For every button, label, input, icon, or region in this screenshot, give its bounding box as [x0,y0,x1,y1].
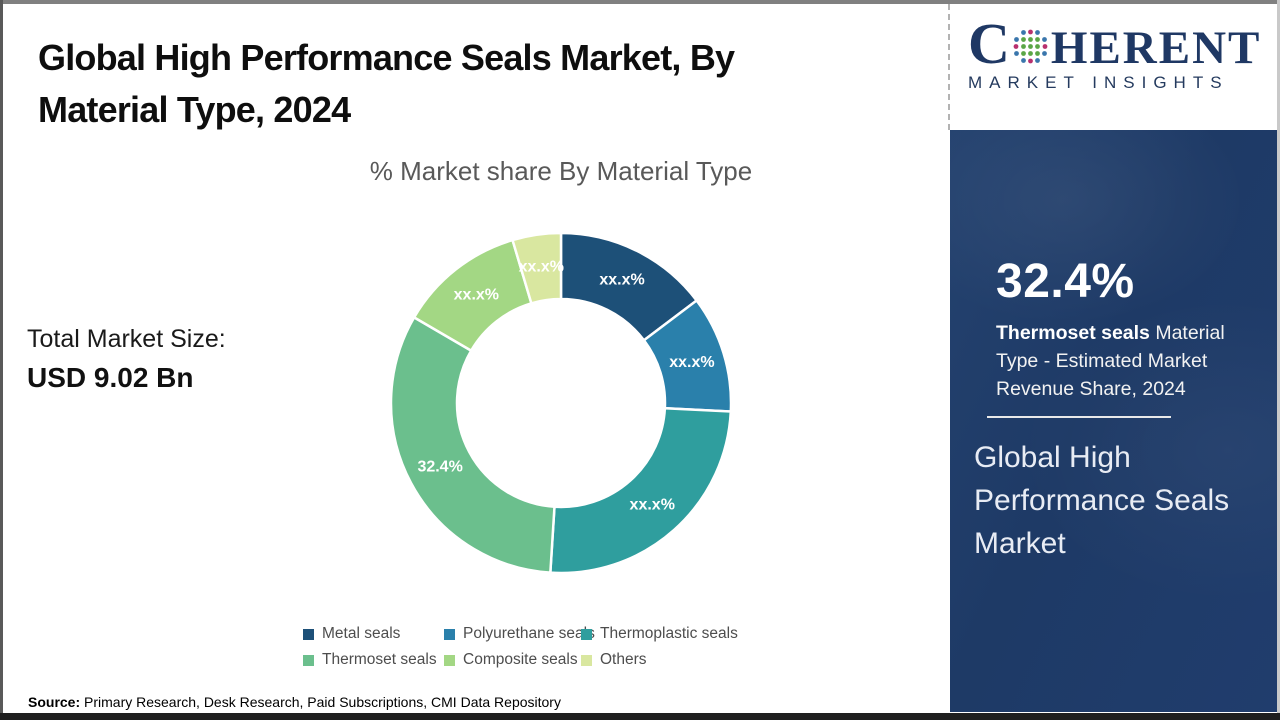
page-title-line2: Material Type, 2024 [38,89,351,130]
globe-logo-icon [1013,29,1048,64]
donut-slice-label: xx.x% [519,259,564,276]
frame-bottom-border [0,713,1280,720]
logo-wordmark: HERENT [1050,22,1262,74]
legend-item: Composite seals [444,651,581,669]
chart-legend: Metal seals Polyurethane seals Thermoplast… [303,621,738,673]
donut-slice-label: xx.x% [669,354,714,371]
brand-logo: C HERENT MARKET INSIGHTS [968,11,1268,93]
source-text: Primary Research, Desk Research, Paid Su… [80,694,561,710]
legend-swatch [581,628,592,640]
legend-swatch [303,628,314,640]
donut-slice [510,231,563,305]
donut-slice [389,315,556,574]
sidebar-divider [948,4,950,130]
donut-slice-label: xx.x% [630,496,675,513]
legend-label: Thermoplastic seals [600,625,738,642]
legend-item: Metal seals [303,625,444,643]
frame-top-border [0,0,1280,4]
total-market-size: Total Market Size: USD 9.02 Bn [27,325,226,394]
donut-slice-label: xx.x% [599,272,644,289]
legend-swatch [303,654,314,666]
key-stat: 32.4% Thermoset seals Material Type - Es… [987,254,1262,418]
legend-item: Thermoplastic seals [581,625,738,643]
legend-label: Thermoset seals [322,651,437,668]
donut-slice-label: xx.x% [454,286,499,303]
total-market-size-label: Total Market Size: [27,325,226,353]
source-note: Source: Primary Research, Desk Research,… [28,694,561,710]
page-title-line1: Global High Performance Seals Market, By [38,37,735,78]
legend-swatch [581,654,592,666]
donut-slice [549,406,733,575]
legend-label: Polyurethane seals [463,625,595,642]
chart-title: % Market share By Material Type [369,156,753,186]
legend-item: Thermoset seals [303,651,444,669]
key-stat-value: 32.4% [996,255,1135,308]
frame-right-border [1277,0,1280,720]
frame-left-border [0,0,3,720]
legend-label: Metal seals [322,625,401,642]
stat-underline [987,416,1171,418]
donut-chart: xx.x% xx.x% xx.x% 32.4% xx.x% xx.x% [389,231,733,575]
key-stat-highlight: Thermoset seals [996,322,1150,344]
legend-swatch [444,654,455,666]
logo-letter-c: C [968,11,1010,76]
sidebar-panel: 32.4% Thermoset seals Material Type - Es… [950,130,1277,712]
sidebar-market-title: Global High Performance Seals Market [974,441,1230,560]
key-stat-description: Thermoset seals Material Type - Estimate… [996,319,1258,403]
logo-tagline: MARKET INSIGHTS [968,73,1229,92]
source-label: Source: [28,694,81,710]
total-market-size-value: USD 9.02 Bn [27,362,194,393]
legend-label: Others [600,651,647,668]
donut-slice-label: 32.4% [417,459,462,476]
legend-item: Polyurethane seals [444,625,595,643]
key-stat-text: Material Type - Estimated Market Revenue… [996,322,1225,400]
legend-swatch [444,628,455,640]
legend-item: Others [581,651,738,669]
legend-label: Composite seals [463,651,578,668]
page-title: Global High Performance Seals Market, By… [38,32,735,136]
